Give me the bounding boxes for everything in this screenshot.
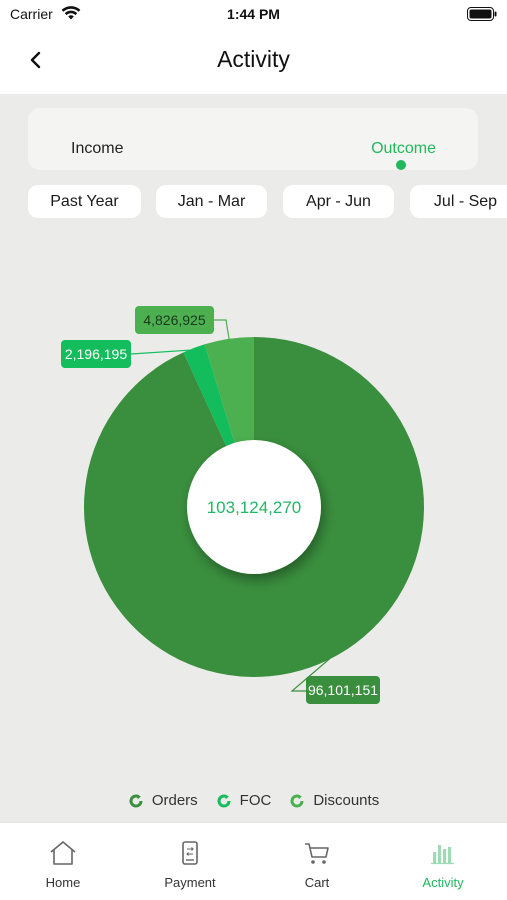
activity-content: Income Outcome Past Year Jan - Mar Apr -…	[0, 94, 507, 822]
income-outcome-toggle: Income Outcome	[28, 108, 478, 170]
refresh-icon	[290, 794, 304, 807]
status-time: 1:44 PM	[227, 6, 280, 22]
callout-line-discounts	[214, 319, 230, 341]
payment-icon	[182, 841, 198, 865]
tab-cart[interactable]: Cart	[254, 823, 380, 900]
tab-label: Cart	[304, 875, 330, 890]
battery-icon	[467, 7, 497, 21]
refresh-icon	[129, 794, 143, 807]
callout-box-foc	[61, 340, 131, 368]
legend-item-foc: FOC	[216, 792, 272, 809]
legend-label: Orders	[151, 792, 198, 809]
outcome-pie-chart: 103,124,270 96,101,151 2,196,195 4,826,925	[61, 306, 425, 704]
wifi-icon	[61, 6, 81, 20]
activity-icon	[431, 845, 454, 865]
filter-jul-sep[interactable]: Jul - Sep	[410, 185, 507, 218]
data-label-discounts: 4,826,925	[143, 312, 205, 328]
callout-line-orders	[290, 608, 388, 692]
selected-indicator-dot	[396, 160, 406, 170]
back-button[interactable]	[22, 46, 50, 74]
nav-bar: Activity	[0, 28, 507, 94]
pie-center-hole	[187, 440, 321, 574]
chart-legend: Orders FOC Discounts	[0, 792, 507, 809]
home-icon	[50, 841, 76, 865]
filter-apr-jun[interactable]: Apr - Jun	[283, 185, 394, 218]
callout-box-discounts	[135, 306, 214, 334]
legend-item-orders: Orders	[128, 792, 198, 809]
legend-item-discounts: Discounts	[289, 792, 379, 809]
data-label-foc: 2,196,195	[65, 346, 127, 362]
tab-label: Payment	[164, 875, 216, 890]
filter-jan-mar[interactable]: Jan - Mar	[156, 185, 267, 218]
tab-label: Home	[45, 875, 81, 890]
refresh-icon	[217, 794, 231, 807]
tab-payment[interactable]: Payment	[127, 823, 253, 900]
segment-outcome[interactable]: Outcome	[371, 140, 436, 157]
page-title: Activity	[217, 46, 290, 72]
segment-income[interactable]: Income	[71, 140, 124, 157]
legend-label: Discounts	[313, 792, 380, 809]
chevron-left-icon	[30, 51, 41, 69]
period-filters: Past Year Jan - Mar Apr - Jun Jul - Sep	[28, 185, 507, 219]
tab-home[interactable]: Home	[0, 823, 126, 900]
status-bar: Carrier 1:44 PM	[0, 0, 507, 28]
callout-line-foc	[130, 349, 195, 355]
tab-activity[interactable]: Activity	[380, 823, 506, 900]
cart-icon	[305, 843, 329, 864]
data-label-orders: 96,101,151	[308, 682, 378, 698]
callout-box-orders	[306, 676, 380, 704]
carrier-label: Carrier	[10, 6, 53, 22]
legend-label: FOC	[239, 792, 272, 809]
filter-past-year[interactable]: Past Year	[28, 185, 141, 218]
tab-bar: Home Payment Cart Activity	[0, 822, 507, 900]
tab-label: Activity	[422, 875, 464, 890]
pie-total-label: 103,124,270	[207, 498, 302, 517]
